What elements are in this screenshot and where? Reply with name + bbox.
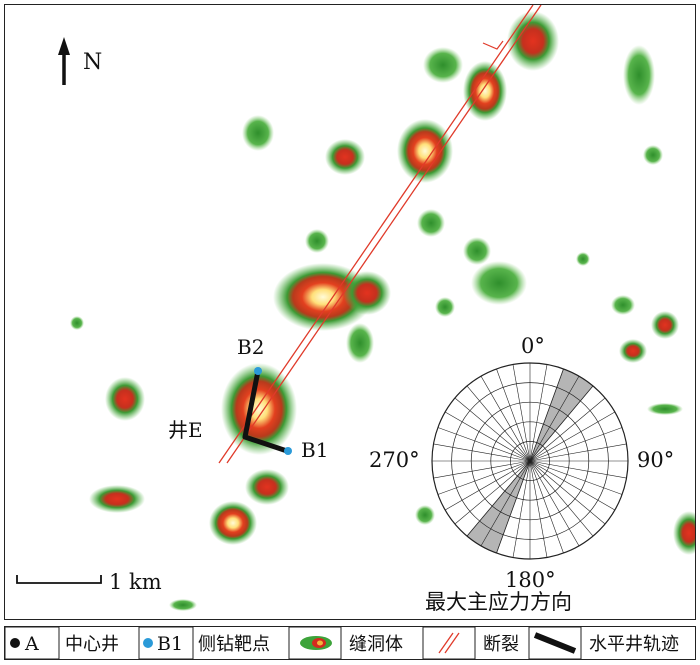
- cavity-body: [242, 115, 274, 151]
- well-label: 井E: [168, 418, 203, 442]
- target-point-icon: [143, 638, 153, 648]
- target-point-b1: [284, 447, 292, 455]
- rose-spoke: [529, 460, 616, 511]
- rose-spoke: [433, 443, 531, 462]
- rose-spoke: [466, 460, 531, 537]
- well-track-icon: [533, 632, 577, 654]
- rose-spoke: [512, 460, 531, 558]
- cavity-body: [105, 377, 145, 421]
- horizontal-well-track: [242, 370, 288, 454]
- rose-spoke: [480, 375, 531, 462]
- cavity-body: [397, 119, 453, 183]
- cavity-body: [471, 261, 527, 305]
- target-point-b2: [254, 367, 262, 375]
- cavity-bodies: [70, 11, 695, 611]
- cavity-body: [623, 45, 655, 105]
- rose-spoke: [496, 460, 531, 554]
- stress-rose-diagram: [428, 359, 632, 563]
- cavity-body: [651, 311, 679, 339]
- rose-spoke: [529, 460, 623, 495]
- rose-spoke: [496, 368, 531, 462]
- legend-marker-a: A: [24, 633, 39, 655]
- cavity-body: [70, 316, 84, 330]
- rose-label-east: 90°: [637, 448, 674, 472]
- legend-label-cavity: 缝洞体: [349, 634, 403, 655]
- rose-spoke: [437, 427, 531, 462]
- map-canvas: B2 B1 井E N 1 km 0° 90° 180° 270° 最大主应力方向: [16, 5, 695, 614]
- cavity-body: [346, 323, 374, 363]
- cavity-body: [209, 501, 257, 545]
- legend-label-fault: 断裂: [483, 634, 519, 655]
- cavity-body: [435, 297, 455, 317]
- rose-spoke: [529, 460, 606, 525]
- rose-title: 最大主应力方向: [425, 590, 572, 614]
- rose-spoke: [437, 460, 531, 495]
- rose-spoke: [454, 397, 531, 462]
- legend-label-target: 侧钻靶点: [198, 634, 270, 655]
- rose-spoke: [529, 364, 548, 462]
- rose-spoke: [529, 460, 627, 479]
- cavity-body: [89, 485, 145, 513]
- rose-spoke: [529, 460, 580, 547]
- map-frame: B2 B1 井E N 1 km 0° 90° 180° 270° 最大主应力方向: [4, 4, 696, 620]
- cavity-body: [673, 511, 695, 555]
- fault: [218, 5, 542, 464]
- rose-spoke: [512, 364, 531, 462]
- cavity-body: [305, 229, 329, 253]
- rose-spoke: [444, 411, 531, 462]
- cavity-body: [576, 252, 590, 266]
- rose-spoke: [454, 460, 531, 525]
- cavity-body: [643, 145, 663, 165]
- legend-canvas: A 中心井 B1 侧钻靶点 缝洞体 断裂 水平井轨迹: [5, 627, 679, 659]
- rose-spoke: [529, 385, 594, 462]
- scale-label: 1 km: [109, 570, 162, 594]
- legend: A 中心井 B1 侧钻靶点 缝洞体 断裂 水平井轨迹: [4, 626, 696, 660]
- cavity-body: [343, 271, 391, 315]
- rose-spoke: [529, 460, 548, 558]
- cavity-body: [463, 61, 507, 121]
- cavity-body: [415, 505, 435, 525]
- rose-spoke: [529, 443, 627, 462]
- rose-spoke: [529, 397, 606, 462]
- scale-bar: [16, 575, 102, 584]
- cavity-body: [423, 47, 463, 83]
- rose-label-south: 180°: [505, 568, 556, 592]
- target-label-b1: B1: [301, 438, 328, 462]
- legend-marker-b1: B1: [157, 633, 183, 655]
- cavity-body: [507, 11, 559, 71]
- rose-spoke: [529, 460, 564, 554]
- rose-spoke: [529, 375, 580, 462]
- cavity-blob-icon: [300, 636, 332, 650]
- rose-label-north: 0°: [521, 334, 545, 358]
- rose-spoke: [529, 427, 623, 462]
- rose-label-west: 270°: [369, 448, 420, 472]
- cavity-body: [647, 403, 683, 415]
- north-label: N: [83, 50, 102, 75]
- cavity-body: [245, 469, 289, 505]
- rose-spoke: [480, 460, 531, 547]
- north-arrow: [58, 37, 70, 85]
- legend-label-well-track: 水平井轨迹: [589, 634, 679, 655]
- rose-spoke: [529, 411, 616, 462]
- fault-icon: [438, 632, 460, 654]
- cavity-body: [325, 139, 365, 175]
- target-label-b2: B2: [237, 335, 264, 359]
- center-well-icon: [10, 638, 20, 648]
- rose-spoke: [433, 460, 531, 479]
- cavity-body: [463, 237, 491, 265]
- cavity-body: [619, 339, 647, 363]
- rose-spoke: [444, 460, 531, 511]
- rose-spoke: [466, 385, 531, 462]
- rose-spoke: [529, 460, 594, 537]
- cavity-body: [417, 209, 445, 237]
- cavity-body: [169, 599, 197, 611]
- legend-label-center-well: 中心井: [65, 634, 119, 655]
- rose-spoke: [529, 368, 564, 462]
- cavity-body: [611, 295, 635, 315]
